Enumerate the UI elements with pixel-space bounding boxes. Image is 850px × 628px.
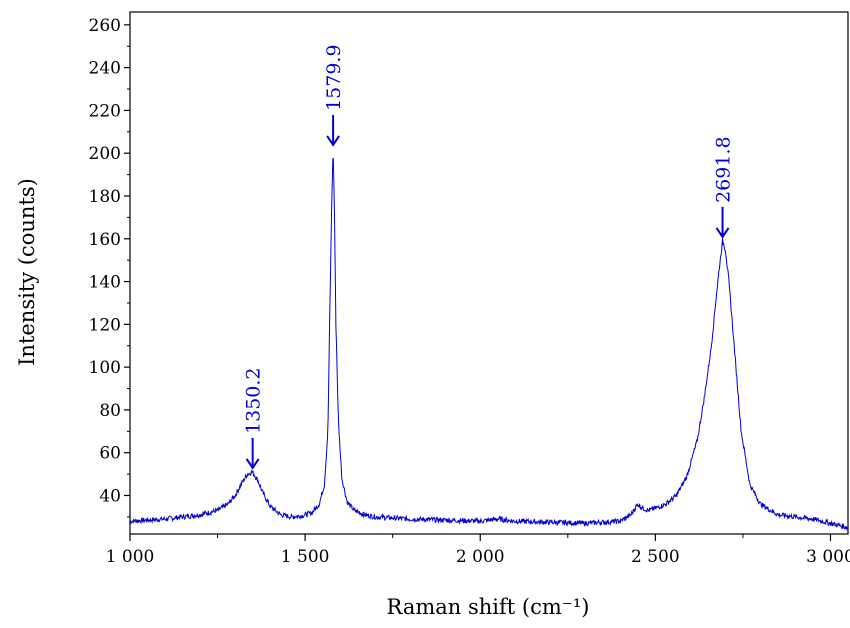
y-tick-label: 160	[89, 230, 121, 250]
x-axis: 1 000 1 500 2 000 2 500 3 000	[106, 534, 850, 567]
y-tick-label: 200	[89, 144, 121, 164]
x-tick-label: 1 500	[281, 547, 330, 567]
y-tick-label: 80	[99, 401, 121, 421]
peak-arrow-head	[326, 135, 340, 147]
peak-label: 2691.8	[713, 136, 735, 202]
plot-border	[129, 11, 849, 535]
y-axis-title: Intensity (counts)	[15, 178, 39, 366]
y-tick-label: 260	[89, 16, 121, 36]
x-tick-label: 1 000	[106, 547, 155, 567]
y-tick-label: 60	[99, 444, 121, 464]
y-tick-label: 240	[89, 59, 121, 79]
y-tick-label: 40	[99, 486, 121, 506]
peak-arrow-head	[245, 458, 260, 470]
annotation-layer: 1350.2 1579.9 2691.8	[243, 44, 735, 470]
y-tick-label: 220	[89, 101, 121, 121]
spectrum-series-line	[129, 157, 849, 531]
peak-label: 1579.9	[323, 44, 345, 110]
x-tick-label: 3 000	[806, 547, 850, 567]
x-tick-label: 2 500	[631, 547, 680, 567]
y-tick-label: 120	[89, 315, 121, 335]
peak-label: 1350.2	[243, 367, 265, 433]
y-tick-label: 180	[89, 187, 121, 207]
x-tick-label: 2 000	[456, 547, 505, 567]
x-axis-title: Raman shift (cm⁻¹)	[387, 595, 590, 619]
y-tick-label: 140	[89, 273, 121, 293]
y-axis: 40 60 80 100 120 140 160 180 200 220 240 260	[89, 16, 130, 518]
peak-arrow-head	[715, 227, 730, 239]
series-layer	[129, 157, 849, 531]
y-tick-label: 100	[89, 358, 121, 378]
plot-frame	[129, 11, 849, 535]
